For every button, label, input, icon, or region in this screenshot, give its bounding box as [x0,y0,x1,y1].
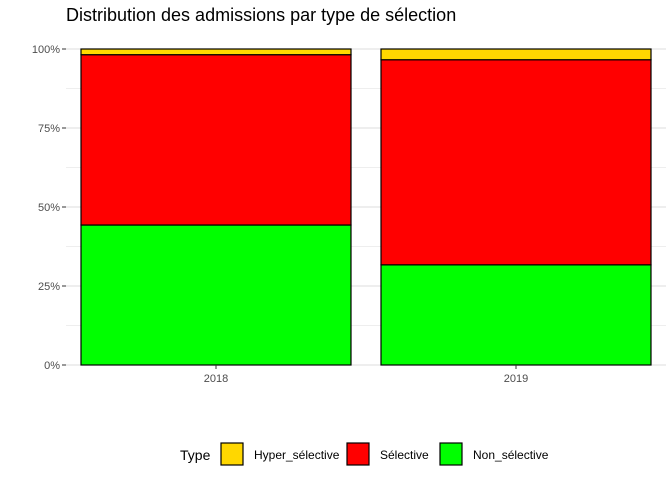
legend-label: Sélective [380,448,429,462]
chart-title: Distribution des admissions par type de … [66,5,456,25]
y-axis: 0% 25% 50% 75% 100% [32,44,66,372]
legend-title: Type [180,447,211,463]
legend-label: Non_sélective [473,448,549,462]
legend-key-Hyper_sélective [220,442,244,466]
y-tick-label: 25% [38,281,60,293]
legend-key-Sélective [346,442,370,466]
bar-Sélective-2019 [380,59,652,266]
bar-Sélective-2018 [80,54,352,226]
bar-Hyper_sélective-2018 [80,48,352,56]
y-tick-label: 50% [38,202,60,214]
x-axis: 2018 2019 [204,365,528,385]
legend-label: Hyper_sélective [254,448,340,462]
bar-Non_sélective-2019 [380,264,652,366]
bar-Hyper_sélective-2019 [380,48,652,61]
x-tick-label: 2018 [204,373,228,385]
y-tick-label: 75% [38,123,60,135]
bar-Non_sélective-2018 [80,224,352,366]
legend-key-Non_sélective [439,442,463,466]
legend: Type Hyper_sélective Sélective Non_sélecti… [180,442,549,466]
y-tick-label: 0% [44,360,60,372]
y-tick-label: 100% [32,44,60,56]
x-tick-label: 2019 [504,373,528,385]
bars [80,48,652,366]
